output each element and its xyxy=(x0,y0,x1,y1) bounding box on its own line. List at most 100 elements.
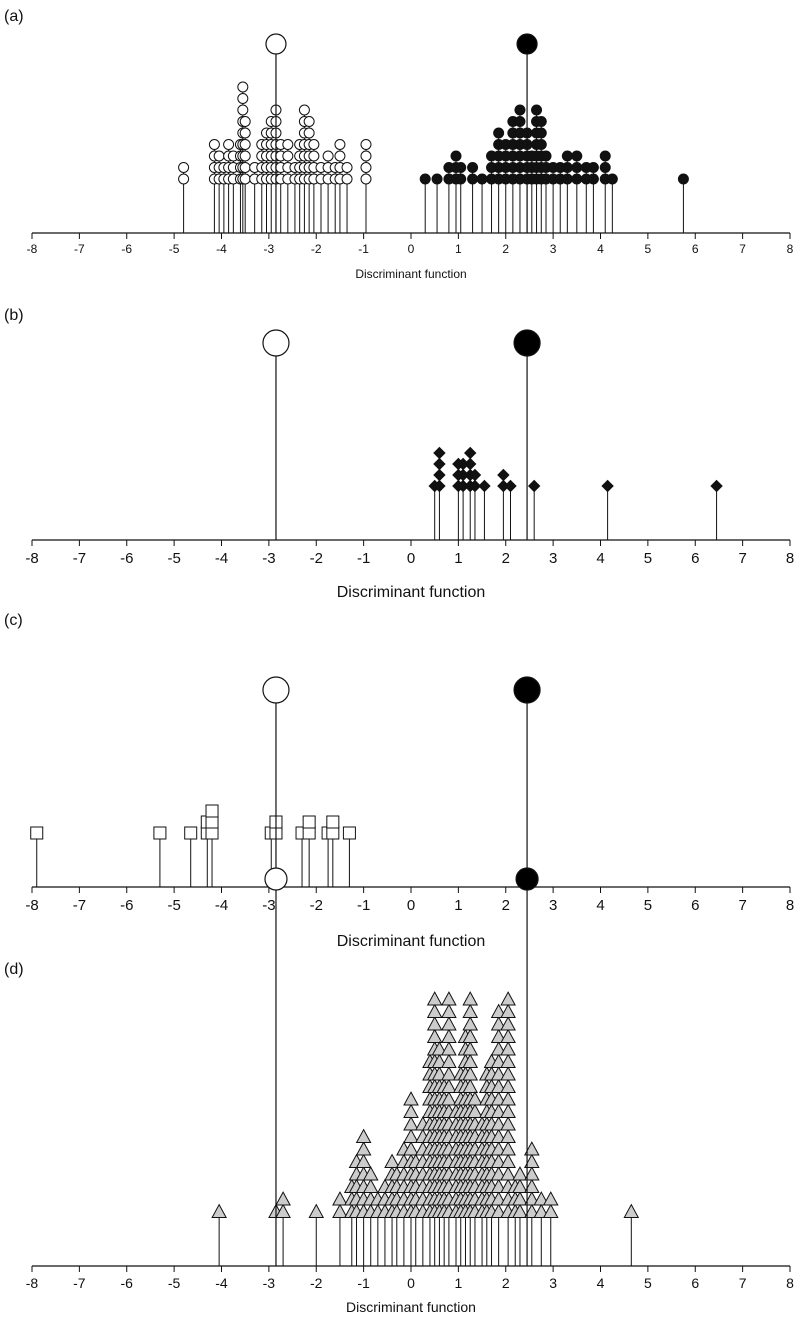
data-point xyxy=(462,1003,479,1019)
data-point xyxy=(462,1053,479,1069)
data-point xyxy=(599,150,611,162)
data-point xyxy=(500,1041,516,1056)
data-point xyxy=(153,826,167,840)
data-point xyxy=(441,1028,457,1044)
x-tick-label: -7 xyxy=(73,550,86,567)
data-point xyxy=(360,139,372,150)
x-tick-label: 8 xyxy=(786,1275,794,1291)
x-axis-label: Discriminant function xyxy=(355,267,466,281)
x-tick-label: -3 xyxy=(263,1275,276,1291)
data-point xyxy=(561,162,573,173)
data-point xyxy=(431,1066,448,1081)
x-tick-label: -3 xyxy=(262,897,275,914)
data-point xyxy=(490,1066,507,1081)
data-point xyxy=(500,1153,516,1169)
data-point xyxy=(462,1066,479,1081)
x-tick-label: -7 xyxy=(73,897,86,914)
data-point xyxy=(431,1041,448,1056)
data-point xyxy=(500,1091,516,1106)
group-centroid-marker xyxy=(264,867,288,891)
data-point xyxy=(326,826,340,840)
data-point xyxy=(213,150,225,162)
data-point xyxy=(308,150,320,162)
x-tick-label: -6 xyxy=(120,550,133,567)
x-tick-label: 5 xyxy=(644,1275,652,1291)
data-point xyxy=(514,104,526,116)
data-point xyxy=(302,815,316,829)
data-point xyxy=(571,173,583,185)
data-point xyxy=(542,1203,559,1219)
data-point xyxy=(462,1016,479,1031)
data-point xyxy=(561,173,573,185)
x-axis-label: Discriminant function xyxy=(337,933,486,950)
x-tick-label: -5 xyxy=(167,897,180,914)
data-point xyxy=(468,468,482,482)
panel-label: (b) xyxy=(4,307,24,324)
data-point xyxy=(355,1141,372,1156)
x-tick-label: -7 xyxy=(73,1275,86,1291)
data-point xyxy=(237,104,249,116)
data-point xyxy=(500,1116,516,1131)
x-tick-label: 0 xyxy=(408,242,415,256)
chart-panel-3: (c) -8 -7 -6 -5 -4 -3 -2 -1 0 1 2 3 4 5 6 7 8 Discriminant… xyxy=(4,612,794,950)
data-point xyxy=(512,1178,528,1194)
data-point xyxy=(467,1091,483,1106)
data-point xyxy=(500,1166,516,1181)
x-tick-label: 8 xyxy=(786,550,794,567)
data-point xyxy=(205,815,219,829)
panel-label: (d) xyxy=(4,961,24,978)
data-point xyxy=(535,127,547,139)
data-point xyxy=(500,1003,516,1019)
data-series-1 xyxy=(428,446,723,540)
data-point xyxy=(523,1203,540,1219)
data-point xyxy=(606,173,618,185)
x-tick-label: -8 xyxy=(25,897,38,914)
data-point xyxy=(419,173,431,185)
data-point xyxy=(403,1091,419,1106)
data-point xyxy=(490,1166,507,1181)
x-tick-label: -5 xyxy=(167,550,180,567)
data-point xyxy=(490,1041,507,1056)
data-point xyxy=(497,468,510,482)
data-point xyxy=(490,1128,507,1144)
data-point xyxy=(467,173,479,185)
data-point xyxy=(178,162,190,173)
data-point xyxy=(561,150,573,162)
x-tick-label: 4 xyxy=(597,242,604,256)
data-series-2 xyxy=(419,104,689,233)
data-point xyxy=(535,116,547,127)
x-tick-label: -1 xyxy=(358,242,369,256)
x-tick-label: 4 xyxy=(597,1275,605,1291)
x-tick-label: 3 xyxy=(549,550,557,567)
data-point xyxy=(500,1066,516,1081)
x-tick-label: 7 xyxy=(738,897,746,914)
data-point xyxy=(308,139,320,150)
data-point xyxy=(426,1028,443,1044)
x-tick-label: -8 xyxy=(26,1275,39,1291)
group-centroid-marker xyxy=(513,676,541,704)
x-tick-label: 5 xyxy=(644,897,652,914)
x-tick-label: 0 xyxy=(407,550,415,567)
data-point xyxy=(441,1078,457,1094)
x-tick-label: -4 xyxy=(215,550,228,567)
data-point xyxy=(710,479,723,493)
data-point xyxy=(360,173,372,185)
data-series-1 xyxy=(178,81,372,233)
data-point xyxy=(205,804,219,818)
data-point xyxy=(500,1078,516,1094)
data-point xyxy=(450,150,462,162)
panel-label: (a) xyxy=(4,8,24,25)
x-tick-label: 0 xyxy=(407,1275,415,1291)
data-point xyxy=(441,1041,457,1056)
data-point xyxy=(426,991,443,1006)
data-point xyxy=(490,1191,507,1206)
data-point xyxy=(467,1103,483,1119)
data-point xyxy=(342,826,356,840)
data-point xyxy=(490,1003,507,1019)
group-centroid-marker xyxy=(265,33,287,55)
data-point xyxy=(467,162,479,173)
data-point xyxy=(512,1166,528,1181)
data-point xyxy=(500,1128,516,1144)
data-point xyxy=(334,139,346,150)
